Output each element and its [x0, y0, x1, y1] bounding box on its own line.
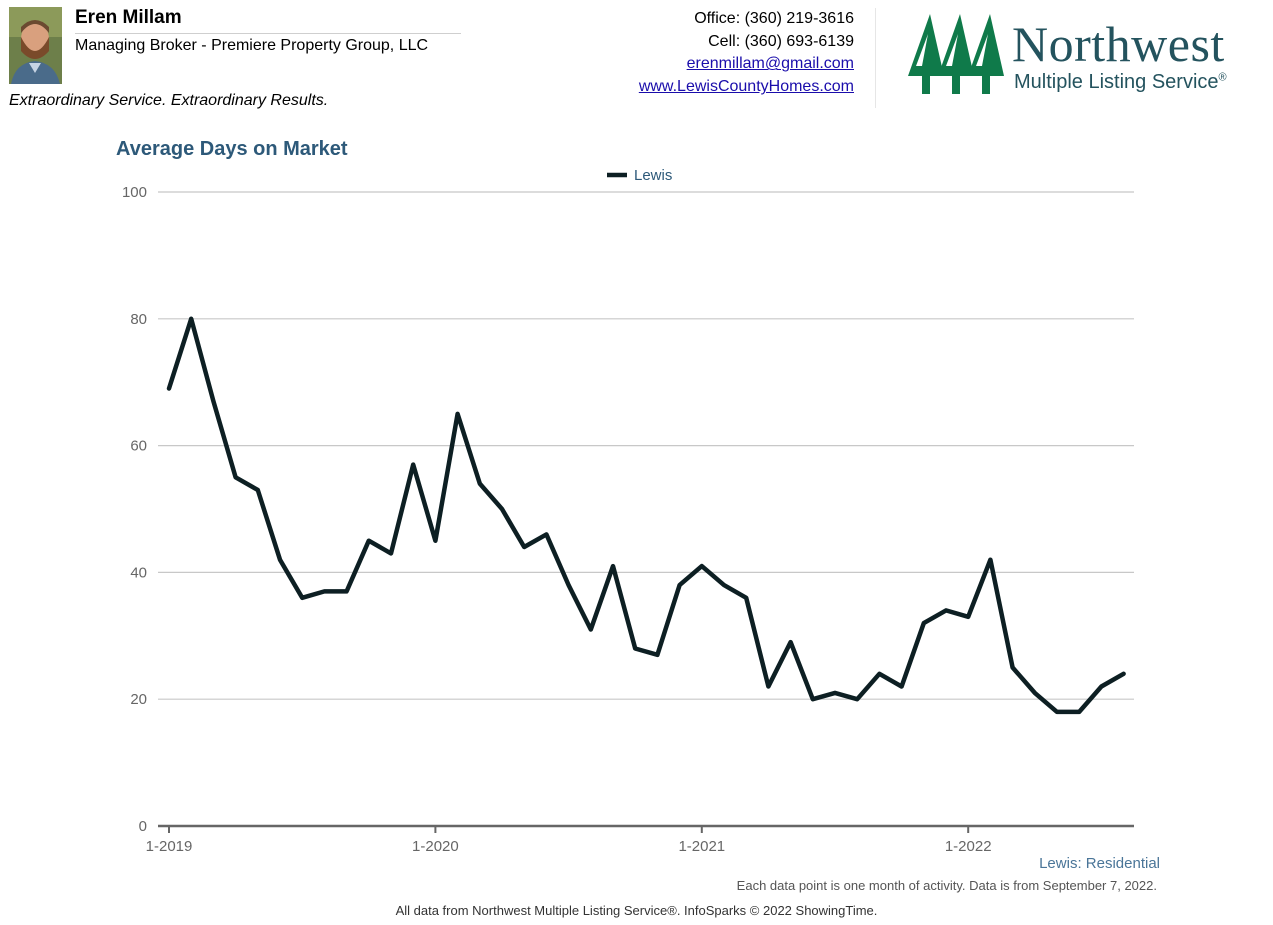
series-line-lewis [166, 316, 1126, 715]
logo-subtitle: Multiple Listing Service® [1014, 71, 1227, 93]
y-tick-label: 100 [122, 184, 147, 201]
x-tick-label: 1-2022 [945, 838, 992, 855]
x-tick-label: 1-2020 [412, 838, 459, 855]
x-axis: 1-2019 1-2020 1-2021 1-2022 [146, 824, 1134, 855]
y-tick-label: 40 [130, 564, 147, 581]
y-tick-label: 20 [130, 691, 147, 708]
y-tick-label: 0 [139, 818, 147, 835]
office-phone: Office: (360) 219-3616 [694, 10, 854, 27]
series-lines [166, 316, 1126, 715]
agent-name: Eren Millam [75, 7, 182, 28]
contact-block: Office: (360) 219-3616 Cell: (360) 693-6… [639, 8, 854, 99]
x-tick-label: 1-2019 [146, 838, 193, 855]
tree-logo-icon [908, 14, 1004, 94]
y-tick-label: 60 [130, 438, 147, 455]
y-tick-label: 80 [130, 311, 147, 328]
y-axis-ticks: 0 20 40 60 80 100 [122, 184, 147, 835]
email-link[interactable]: erenmillam@gmail.com [686, 55, 854, 73]
data-note: Each data point is one month of activity… [736, 878, 1157, 893]
agent-photo [9, 7, 62, 84]
header-divider [875, 8, 876, 108]
legend: Lewis [607, 167, 672, 184]
source-note: All data from Northwest Multiple Listing… [395, 903, 878, 918]
cell-phone: Cell: (360) 693-6139 [708, 32, 854, 50]
series-note: Lewis: Residential [1039, 855, 1160, 872]
legend-label: Lewis [634, 167, 672, 184]
website-link[interactable]: www.LewisCountyHomes.com [638, 78, 854, 96]
gridlines [158, 191, 1134, 700]
agent-divider [75, 33, 461, 34]
logo-wordmark: Northwest [1012, 16, 1225, 72]
chart-title: Average Days on Market [116, 138, 348, 160]
agent-title: Managing Broker - Premiere Property Grou… [75, 37, 429, 54]
agent-tagline: Extraordinary Service. Extraordinary Res… [9, 92, 329, 109]
nwmls-logo: Northwest Multiple Listing Service® [900, 10, 1265, 100]
x-tick-label: 1-2021 [678, 838, 725, 855]
